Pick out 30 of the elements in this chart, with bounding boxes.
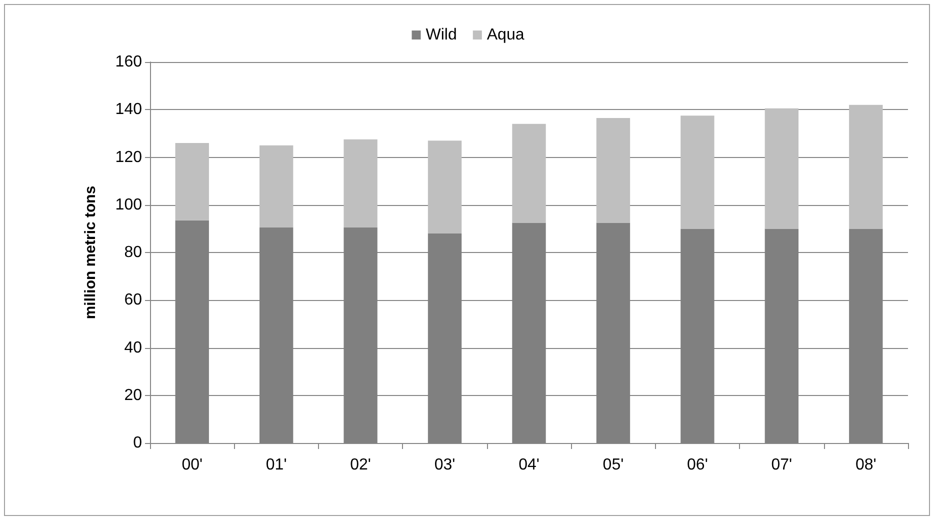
bar [428,140,462,234]
x-tick-label: 00' [182,456,203,474]
bar [849,104,883,229]
x-tick-label: 02' [350,456,371,474]
x-tick-label: 06' [687,456,708,474]
legend-label: Aqua [486,26,524,44]
y-tick-label: 60 [124,292,142,309]
y-tick-label: 120 [115,148,142,166]
y-tick-label: 100 [115,196,142,214]
y-tick-label: 140 [115,101,142,118]
y-tick-label: 160 [115,54,142,70]
y-axis-title: million metric tons [82,186,99,320]
bar [680,116,714,229]
x-tick-label: 01' [266,456,287,474]
x-tick-label: 05' [602,456,624,474]
legend-label: Wild [426,26,457,44]
y-tick-label: 20 [124,386,142,404]
bar [512,124,546,223]
x-tick-label: 04' [518,456,540,474]
bar [259,145,294,228]
y-tick-label: 80 [124,244,142,261]
x-tick-label: 08' [855,456,876,474]
y-tick-label: 0 [133,434,142,452]
bar [764,108,799,229]
bar [596,118,630,223]
y-tick-label: 40 [124,339,142,356]
bar [344,139,378,228]
bar [175,142,209,220]
x-tick-label: 07' [771,456,792,474]
x-tick-label: 03' [434,456,456,474]
